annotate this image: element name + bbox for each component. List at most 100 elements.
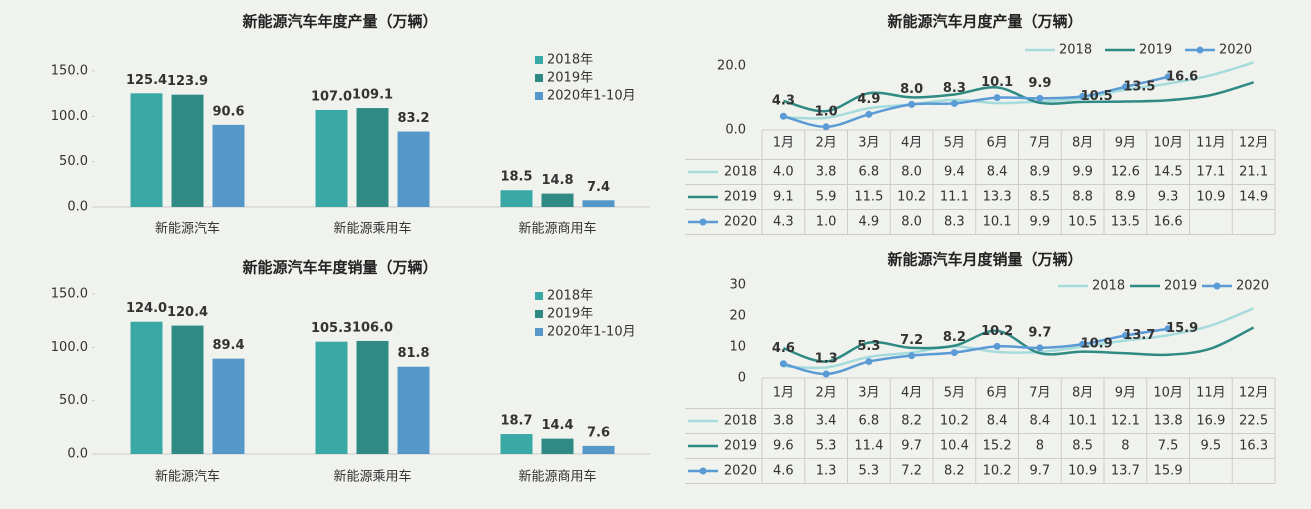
data-label: 18.7 — [500, 414, 532, 429]
table-cell: 10.9 — [1196, 190, 1225, 205]
legend-label: 2020年1-10月 — [547, 325, 636, 340]
legend-label: 2019 — [1139, 43, 1172, 58]
x-tick-label: 8月 — [1072, 386, 1093, 401]
legend-swatch — [535, 74, 543, 82]
y-tick-label: 0.0 — [67, 447, 88, 462]
table-cell: 6.8 — [859, 165, 880, 180]
row-label: 2018 — [724, 165, 757, 180]
line — [783, 327, 1169, 376]
table-cell: 10.4 — [940, 439, 969, 454]
table-cell: 9.1 — [773, 190, 794, 205]
data-label: 8.0 — [900, 82, 923, 97]
bar — [171, 94, 204, 207]
bar — [500, 434, 533, 454]
legend-label: 2020 — [1236, 279, 1269, 294]
table-cell: 9.3 — [1158, 190, 1179, 205]
data-label: 14.4 — [541, 418, 573, 433]
table-cell: 8.4 — [987, 414, 1008, 429]
data-label: 4.9 — [857, 92, 880, 107]
table-cell: 22.5 — [1239, 414, 1268, 429]
table-cell: 1.0 — [816, 215, 837, 230]
table-cell: 8.0 — [901, 165, 922, 180]
marker — [908, 100, 916, 108]
marker — [1164, 325, 1172, 333]
data-label: 10.9 — [1081, 337, 1113, 352]
legend-label: 2020 — [1219, 43, 1252, 58]
marker — [1036, 94, 1044, 102]
table-cell: 4.9 — [859, 215, 880, 230]
legend-swatch — [535, 310, 543, 318]
legend-label: 2018 — [1059, 43, 1092, 58]
y-tick-label: 0.0 — [67, 200, 88, 215]
data-label: 1.3 — [815, 351, 838, 366]
data-label: 8.2 — [943, 330, 966, 345]
data-label: 4.6 — [772, 341, 795, 356]
table-cell: 16.9 — [1196, 414, 1225, 429]
table-cell: 13.7 — [1111, 464, 1140, 479]
table-cell: 11.1 — [940, 190, 969, 205]
x-tick-label: 2月 — [815, 136, 836, 151]
x-tick-label: 3月 — [858, 386, 879, 401]
x-tick-label: 2月 — [815, 386, 836, 401]
legend-label: 2018年 — [547, 53, 593, 68]
bar — [212, 358, 245, 454]
table-cell: 12.6 — [1111, 165, 1140, 180]
table-cell: 13.3 — [983, 190, 1012, 205]
data-label: 8.3 — [943, 81, 966, 96]
x-tick-label: 5月 — [944, 386, 965, 401]
table-cell: 4.3 — [773, 215, 794, 230]
marker — [1164, 73, 1172, 81]
marker — [1121, 332, 1129, 340]
x-tick-label: 5月 — [944, 136, 965, 151]
x-tick-label: 新能源乘用车 — [333, 221, 411, 237]
marker — [950, 99, 958, 107]
table-cell: 7.5 — [1158, 439, 1179, 454]
bar — [315, 109, 348, 207]
table-cell: 7.2 — [901, 464, 922, 479]
row-label: 2018 — [724, 414, 757, 429]
data-label: 125.4 — [126, 73, 167, 88]
table-cell: 3.4 — [816, 414, 837, 429]
table-cell: 11.4 — [854, 439, 883, 454]
marker — [993, 342, 1001, 350]
x-tick-label: 12月 — [1239, 136, 1269, 151]
bar — [356, 340, 389, 454]
table-cell: 4.0 — [773, 165, 794, 180]
data-label: 1.0 — [815, 104, 838, 119]
line — [782, 326, 1255, 363]
marker — [822, 370, 830, 378]
x-tick-label: 4月 — [901, 386, 922, 401]
data-label: 89.4 — [212, 338, 244, 353]
bar — [356, 108, 389, 207]
data-label: 18.5 — [500, 170, 532, 185]
y-tick-label: 20.0 — [717, 59, 746, 74]
x-tick-label: 新能源汽车 — [155, 221, 220, 237]
table-cell: 10.2 — [897, 190, 926, 205]
table-cell: 9.5 — [1201, 439, 1222, 454]
chart-title: 新能源汽车月度销量（万辆） — [887, 251, 1082, 269]
x-tick-label: 1月 — [773, 386, 794, 401]
table-cell: 10.2 — [940, 414, 969, 429]
legend-swatch — [535, 292, 543, 300]
table-cell: 8.9 — [1115, 190, 1136, 205]
data-label: 90.6 — [212, 104, 244, 119]
legend-swatch — [535, 92, 543, 100]
table-cell: 10.1 — [983, 215, 1012, 230]
table-cell: 14.9 — [1239, 190, 1268, 205]
line — [783, 75, 1169, 129]
bar — [582, 200, 615, 207]
bar — [315, 341, 348, 454]
row-label: 2019 — [724, 190, 757, 205]
data-label: 14.8 — [541, 173, 573, 188]
row-label: 2020 — [724, 215, 757, 230]
bar — [171, 325, 204, 454]
row-label: 2019 — [724, 439, 757, 454]
y-tick-label: 0 — [738, 371, 746, 386]
table-cell: 8.5 — [1072, 439, 1093, 454]
table-cell: 9.4 — [944, 165, 965, 180]
row-swatch-marker — [699, 218, 707, 226]
x-tick-label: 6月 — [986, 386, 1007, 401]
data-label: 7.6 — [587, 425, 610, 440]
chart-title: 新能源汽车年度销量（万辆） — [242, 259, 437, 277]
